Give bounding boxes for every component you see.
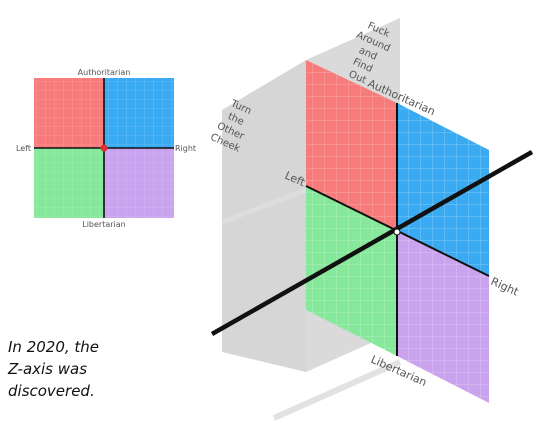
caption: In 2020, the Z-axis was discovered.: [8, 336, 208, 402]
small-label-left: Left: [16, 144, 31, 153]
faint-shadow-line-top: [221, 187, 307, 225]
cube-quadrant-lib-right: [397, 232, 489, 403]
cube-compass: Authoritarian Libertarian Left Right Fuc…: [209, 18, 534, 421]
caption-line: discovered.: [8, 382, 95, 400]
center-dot: [100, 144, 108, 152]
caption-line: In 2020, the: [8, 338, 100, 356]
caption-line: Z-axis was: [8, 360, 88, 378]
cube-label-right: Right: [489, 275, 521, 299]
small-compass: Authoritarian Libertarian Left Right: [16, 68, 196, 229]
small-label-bottom: Libertarian: [82, 220, 126, 229]
cube-quadrant-lib-left: [306, 186, 397, 356]
back-plane-caption: Fuck Around and Find Out: [347, 20, 392, 86]
cube-quadrant-auth-left: [306, 60, 397, 232]
small-label-top: Authoritarian: [78, 68, 131, 77]
z-axis: [210, 150, 534, 336]
faint-shadow-line-bottom: [272, 359, 402, 421]
cube-center-dot: [393, 228, 401, 236]
small-label-right: Right: [175, 144, 196, 153]
cube-quadrant-auth-right: [397, 103, 489, 276]
